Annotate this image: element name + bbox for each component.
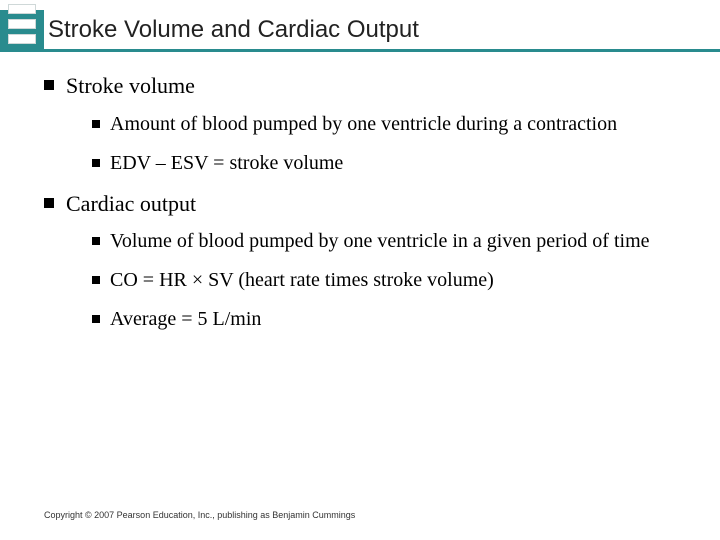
bullet-text: Stroke volume <box>66 72 195 100</box>
header-band: Stroke Volume and Cardiac Output <box>0 0 720 52</box>
logo-icon <box>8 4 36 44</box>
square-bullet-icon <box>44 198 54 208</box>
bullet-text: Average = 5 L/min <box>110 307 261 332</box>
bullet-level2: CO = HR × SV (heart rate times stroke vo… <box>92 268 692 293</box>
copyright-footer: Copyright © 2007 Pearson Education, Inc.… <box>44 510 355 520</box>
bullet-text: Cardiac output <box>66 190 196 218</box>
bullet-level1: Stroke volume <box>44 72 692 100</box>
bullet-level1: Cardiac output <box>44 190 692 218</box>
bullet-text: Amount of blood pumped by one ventricle … <box>110 112 617 137</box>
square-bullet-icon <box>92 276 100 284</box>
slide-content: Stroke volume Amount of blood pumped by … <box>44 72 692 346</box>
square-bullet-icon <box>92 120 100 128</box>
bullet-level2: Volume of blood pumped by one ventricle … <box>92 229 692 254</box>
square-bullet-icon <box>92 237 100 245</box>
square-bullet-icon <box>44 80 54 90</box>
square-bullet-icon <box>92 159 100 167</box>
slide-title: Stroke Volume and Cardiac Output <box>48 16 419 44</box>
title-box: Stroke Volume and Cardiac Output <box>44 10 720 52</box>
bullet-level2: Average = 5 L/min <box>92 307 692 332</box>
bullet-level2: EDV – ESV = stroke volume <box>92 151 692 176</box>
square-bullet-icon <box>92 315 100 323</box>
bullet-text: CO = HR × SV (heart rate times stroke vo… <box>110 268 494 293</box>
bullet-level2: Amount of blood pumped by one ventricle … <box>92 112 692 137</box>
header-whitestrip <box>0 0 720 10</box>
bullet-text: Volume of blood pumped by one ventricle … <box>110 229 650 254</box>
bullet-text: EDV – ESV = stroke volume <box>110 151 343 176</box>
